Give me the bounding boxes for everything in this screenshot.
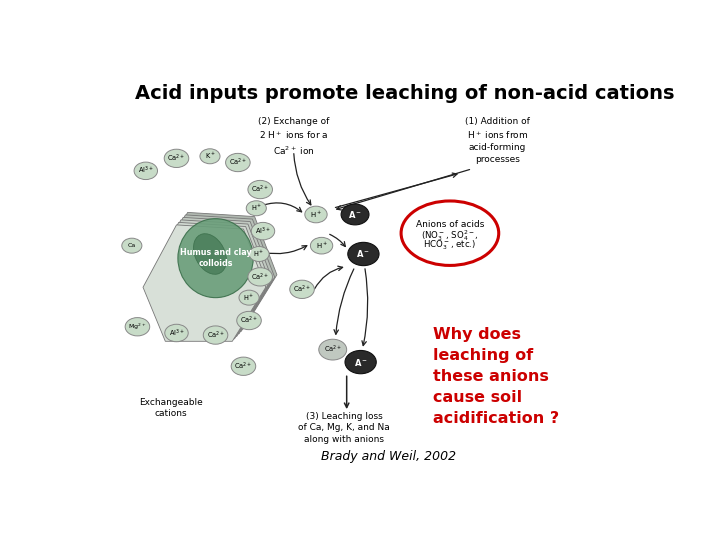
Ellipse shape [194, 234, 227, 274]
Ellipse shape [178, 219, 253, 298]
Circle shape [248, 180, 272, 199]
Circle shape [249, 246, 269, 261]
Polygon shape [148, 220, 270, 336]
Circle shape [125, 318, 150, 336]
Text: Why does
leaching of
these anions
cause soil
acidification ?: Why does leaching of these anions cause … [433, 327, 559, 426]
Circle shape [200, 149, 220, 164]
Circle shape [310, 238, 333, 254]
Circle shape [348, 242, 379, 266]
Text: Ca$^{2+}$: Ca$^{2+}$ [229, 157, 247, 168]
Circle shape [122, 238, 142, 253]
Text: Acid inputs promote leaching of non-acid cations: Acid inputs promote leaching of non-acid… [135, 84, 674, 103]
Text: Ca$^{2+}$: Ca$^{2+}$ [251, 184, 269, 195]
Text: Ca$^{2+}$: Ca$^{2+}$ [168, 153, 186, 164]
Circle shape [251, 222, 275, 240]
Circle shape [239, 290, 259, 305]
Circle shape [231, 357, 256, 375]
Polygon shape [154, 212, 277, 329]
Circle shape [248, 268, 272, 286]
Circle shape [164, 149, 189, 167]
Text: H$^+$: H$^+$ [253, 249, 265, 259]
Text: Ca$^{2+}$: Ca$^{2+}$ [251, 271, 269, 282]
Text: Al$^{3+}$: Al$^{3+}$ [138, 165, 153, 177]
Text: Ca$^{2+}$: Ca$^{2+}$ [207, 329, 225, 341]
Text: A$^-$: A$^-$ [348, 209, 362, 220]
Circle shape [305, 206, 327, 223]
Text: Mg$^{2+}$: Mg$^{2+}$ [128, 322, 147, 332]
Circle shape [237, 312, 261, 329]
Text: A$^-$: A$^-$ [356, 248, 370, 260]
Text: (1) Addition of
H$^+$ ions from
acid-forming
processes: (1) Addition of H$^+$ ions from acid-for… [465, 117, 530, 164]
Text: HCO$_3^-$, etc.): HCO$_3^-$, etc.) [423, 239, 477, 252]
Text: Brady and Weil, 2002: Brady and Weil, 2002 [321, 450, 456, 463]
Polygon shape [152, 215, 275, 332]
Text: (3) Leaching loss
of Ca, Mg, K, and Na
along with anions: (3) Leaching loss of Ca, Mg, K, and Na a… [298, 412, 390, 444]
Text: H$^+$: H$^+$ [251, 203, 262, 213]
Text: Ca$^{2+}$: Ca$^{2+}$ [240, 315, 258, 326]
Text: Al$^{3+}$: Al$^{3+}$ [168, 327, 184, 339]
Polygon shape [145, 222, 268, 339]
Circle shape [319, 339, 347, 360]
Circle shape [134, 162, 158, 180]
Text: H$^+$: H$^+$ [243, 293, 255, 303]
Text: Ca$^{2+}$: Ca$^{2+}$ [235, 361, 253, 372]
Polygon shape [143, 225, 266, 341]
Text: Al$^{3+}$: Al$^{3+}$ [255, 226, 271, 237]
Circle shape [165, 324, 188, 342]
Text: Humus and clay
colloids: Humus and clay colloids [180, 248, 251, 268]
Polygon shape [150, 218, 272, 334]
Text: K$^+$: K$^+$ [204, 151, 215, 161]
Circle shape [246, 201, 266, 216]
Circle shape [345, 350, 377, 374]
Text: Ca$^{2+}$: Ca$^{2+}$ [324, 344, 342, 355]
Circle shape [225, 153, 250, 172]
Text: Anions of acids: Anions of acids [415, 220, 484, 230]
Text: Ca$^{2+}$: Ca$^{2+}$ [293, 284, 311, 295]
Circle shape [289, 280, 315, 299]
Text: Exchangeable
cations: Exchangeable cations [139, 398, 203, 418]
Text: Ca: Ca [127, 243, 136, 248]
Text: (2) Exchange of
2 H$^+$ ions for a
Ca$^{2+}$ ion: (2) Exchange of 2 H$^+$ ions for a Ca$^{… [258, 117, 329, 157]
Circle shape [341, 204, 369, 225]
Circle shape [203, 326, 228, 344]
Text: H$^+$: H$^+$ [315, 240, 328, 251]
Text: A$^-$: A$^-$ [354, 356, 368, 368]
Text: H$^+$: H$^+$ [310, 210, 322, 220]
Text: (NO$_3^-$, SO$_4^{2-}$,: (NO$_3^-$, SO$_4^{2-}$, [421, 228, 479, 242]
